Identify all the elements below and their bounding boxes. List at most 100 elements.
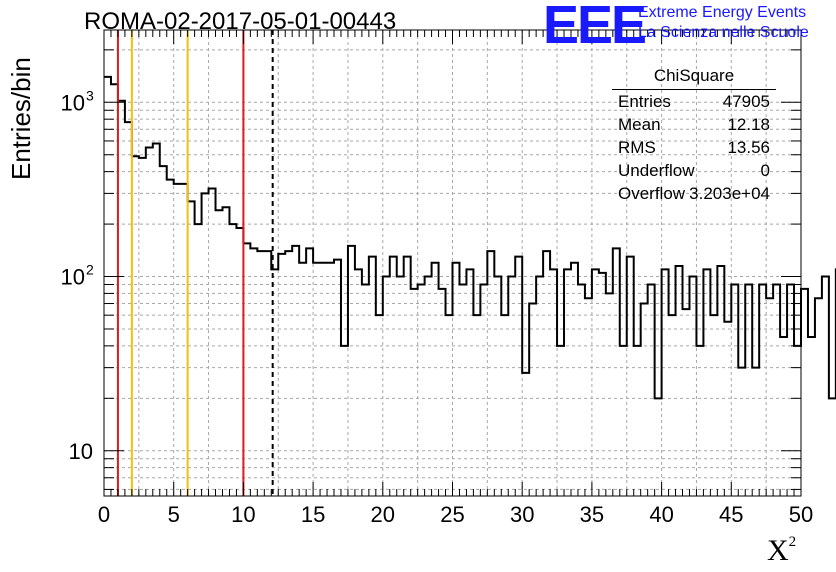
axis-ticks [103,30,802,496]
histogram-bin [529,304,536,496]
stats-key: Entries [618,92,671,111]
histogram-bin [759,285,766,496]
stats-value: 0 [760,161,770,180]
histogram-bin [334,260,341,496]
stats-row: Overflow 3.203e+04 [612,182,776,205]
histogram-bin [181,184,188,496]
histogram-bin [515,257,522,496]
x-tick-label: 20 [371,502,395,527]
histogram-bin [404,257,411,496]
x-tick-label: 45 [719,502,743,527]
chart-title: ROMA-02-2017-05-01-00443 [84,8,397,35]
histogram-bin [703,269,710,496]
histogram-bin [571,263,578,496]
histogram-bin [808,337,815,496]
histogram-bin [320,263,327,496]
histogram-bin [222,207,229,496]
histogram-bin [229,224,236,496]
histogram-bin [710,315,717,496]
histogram-bin [299,263,306,496]
threshold-lines [116,30,274,496]
histogram-bin [480,285,487,496]
histogram-bin [132,156,139,496]
histogram-bin [111,84,118,496]
histogram-bin [285,251,292,496]
histogram-bin [473,315,480,496]
x-tick-label: 15 [301,502,325,527]
x-tick-label: 10 [231,502,255,527]
histogram-bin [195,224,202,496]
histogram-bin [118,101,125,496]
eee-logo: EEE [543,0,647,55]
histogram-bin [306,248,313,496]
histogram-bin [696,346,703,496]
histogram-bin [508,277,515,496]
histogram-series [104,75,836,496]
grid-lines [104,30,801,496]
histogram-bin [648,285,655,496]
histogram-bin [787,285,794,496]
histogram-bin [453,263,460,496]
histogram-bin [257,251,264,496]
histogram-bin [341,346,348,496]
histogram-bin [459,285,466,496]
histogram-bin [292,246,299,496]
histogram-bin [397,277,404,496]
y-tick-exponent: 2 [86,262,94,278]
histogram-bin [487,251,494,496]
histogram-bin [139,158,146,496]
logo-line-2: La Scienza nelle Scuole [638,24,809,41]
histogram-bin [522,373,529,496]
stats-value: 12.18 [727,115,770,134]
histogram-bin [550,269,557,496]
histogram-bin [773,285,780,496]
histogram-bin [383,277,390,496]
histogram-bin [676,266,683,496]
stats-key: Mean [618,115,661,134]
x-tick-label: 30 [510,502,534,527]
histogram-bin [536,277,543,496]
histogram-bin [264,251,271,496]
histogram-bin [717,266,724,496]
stats-box: ChiSquare Entries 47905 Mean 12.18 RMS 13.5… [612,63,776,205]
histogram-bin [585,298,592,496]
histogram-outline [104,75,836,400]
histogram-bin [362,285,369,496]
histogram-bin [801,289,808,496]
histogram-bin [752,368,759,496]
histogram-bin [592,269,599,496]
logo-line-1: Extreme Energy Events [638,4,807,21]
histogram-bin [501,315,508,496]
y-axis-label: Entries/bin [6,57,36,180]
histogram-bin [236,228,243,496]
x-tick-label: 40 [649,502,673,527]
histogram-bin [216,210,223,496]
histogram-bin [376,315,383,496]
y-tick-label: 10 [61,265,85,290]
histogram-bin [689,277,696,496]
histogram-bin [822,277,829,496]
histogram-bin [494,277,501,496]
histogram-bin [369,257,376,496]
histogram-bin [794,346,801,496]
histogram-bin [466,269,473,496]
stats-row: Entries 47905 [612,90,776,113]
histogram-bin [243,243,250,496]
histogram-bin [125,122,132,496]
histogram-bin [669,315,676,496]
histogram-bin [188,201,195,496]
histogram-bin [578,285,585,496]
stats-key: Overflow [618,184,686,203]
histogram-bin [683,309,690,496]
x-tick-label: 25 [440,502,464,527]
histogram-bin [202,193,209,496]
histogram-bin [411,289,418,496]
histogram-bin [209,189,216,496]
histogram-bin [599,273,606,496]
histogram-bin [557,346,564,496]
histogram-bin [641,304,648,496]
histogram-bin [745,285,752,496]
histogram-bin [174,184,181,496]
